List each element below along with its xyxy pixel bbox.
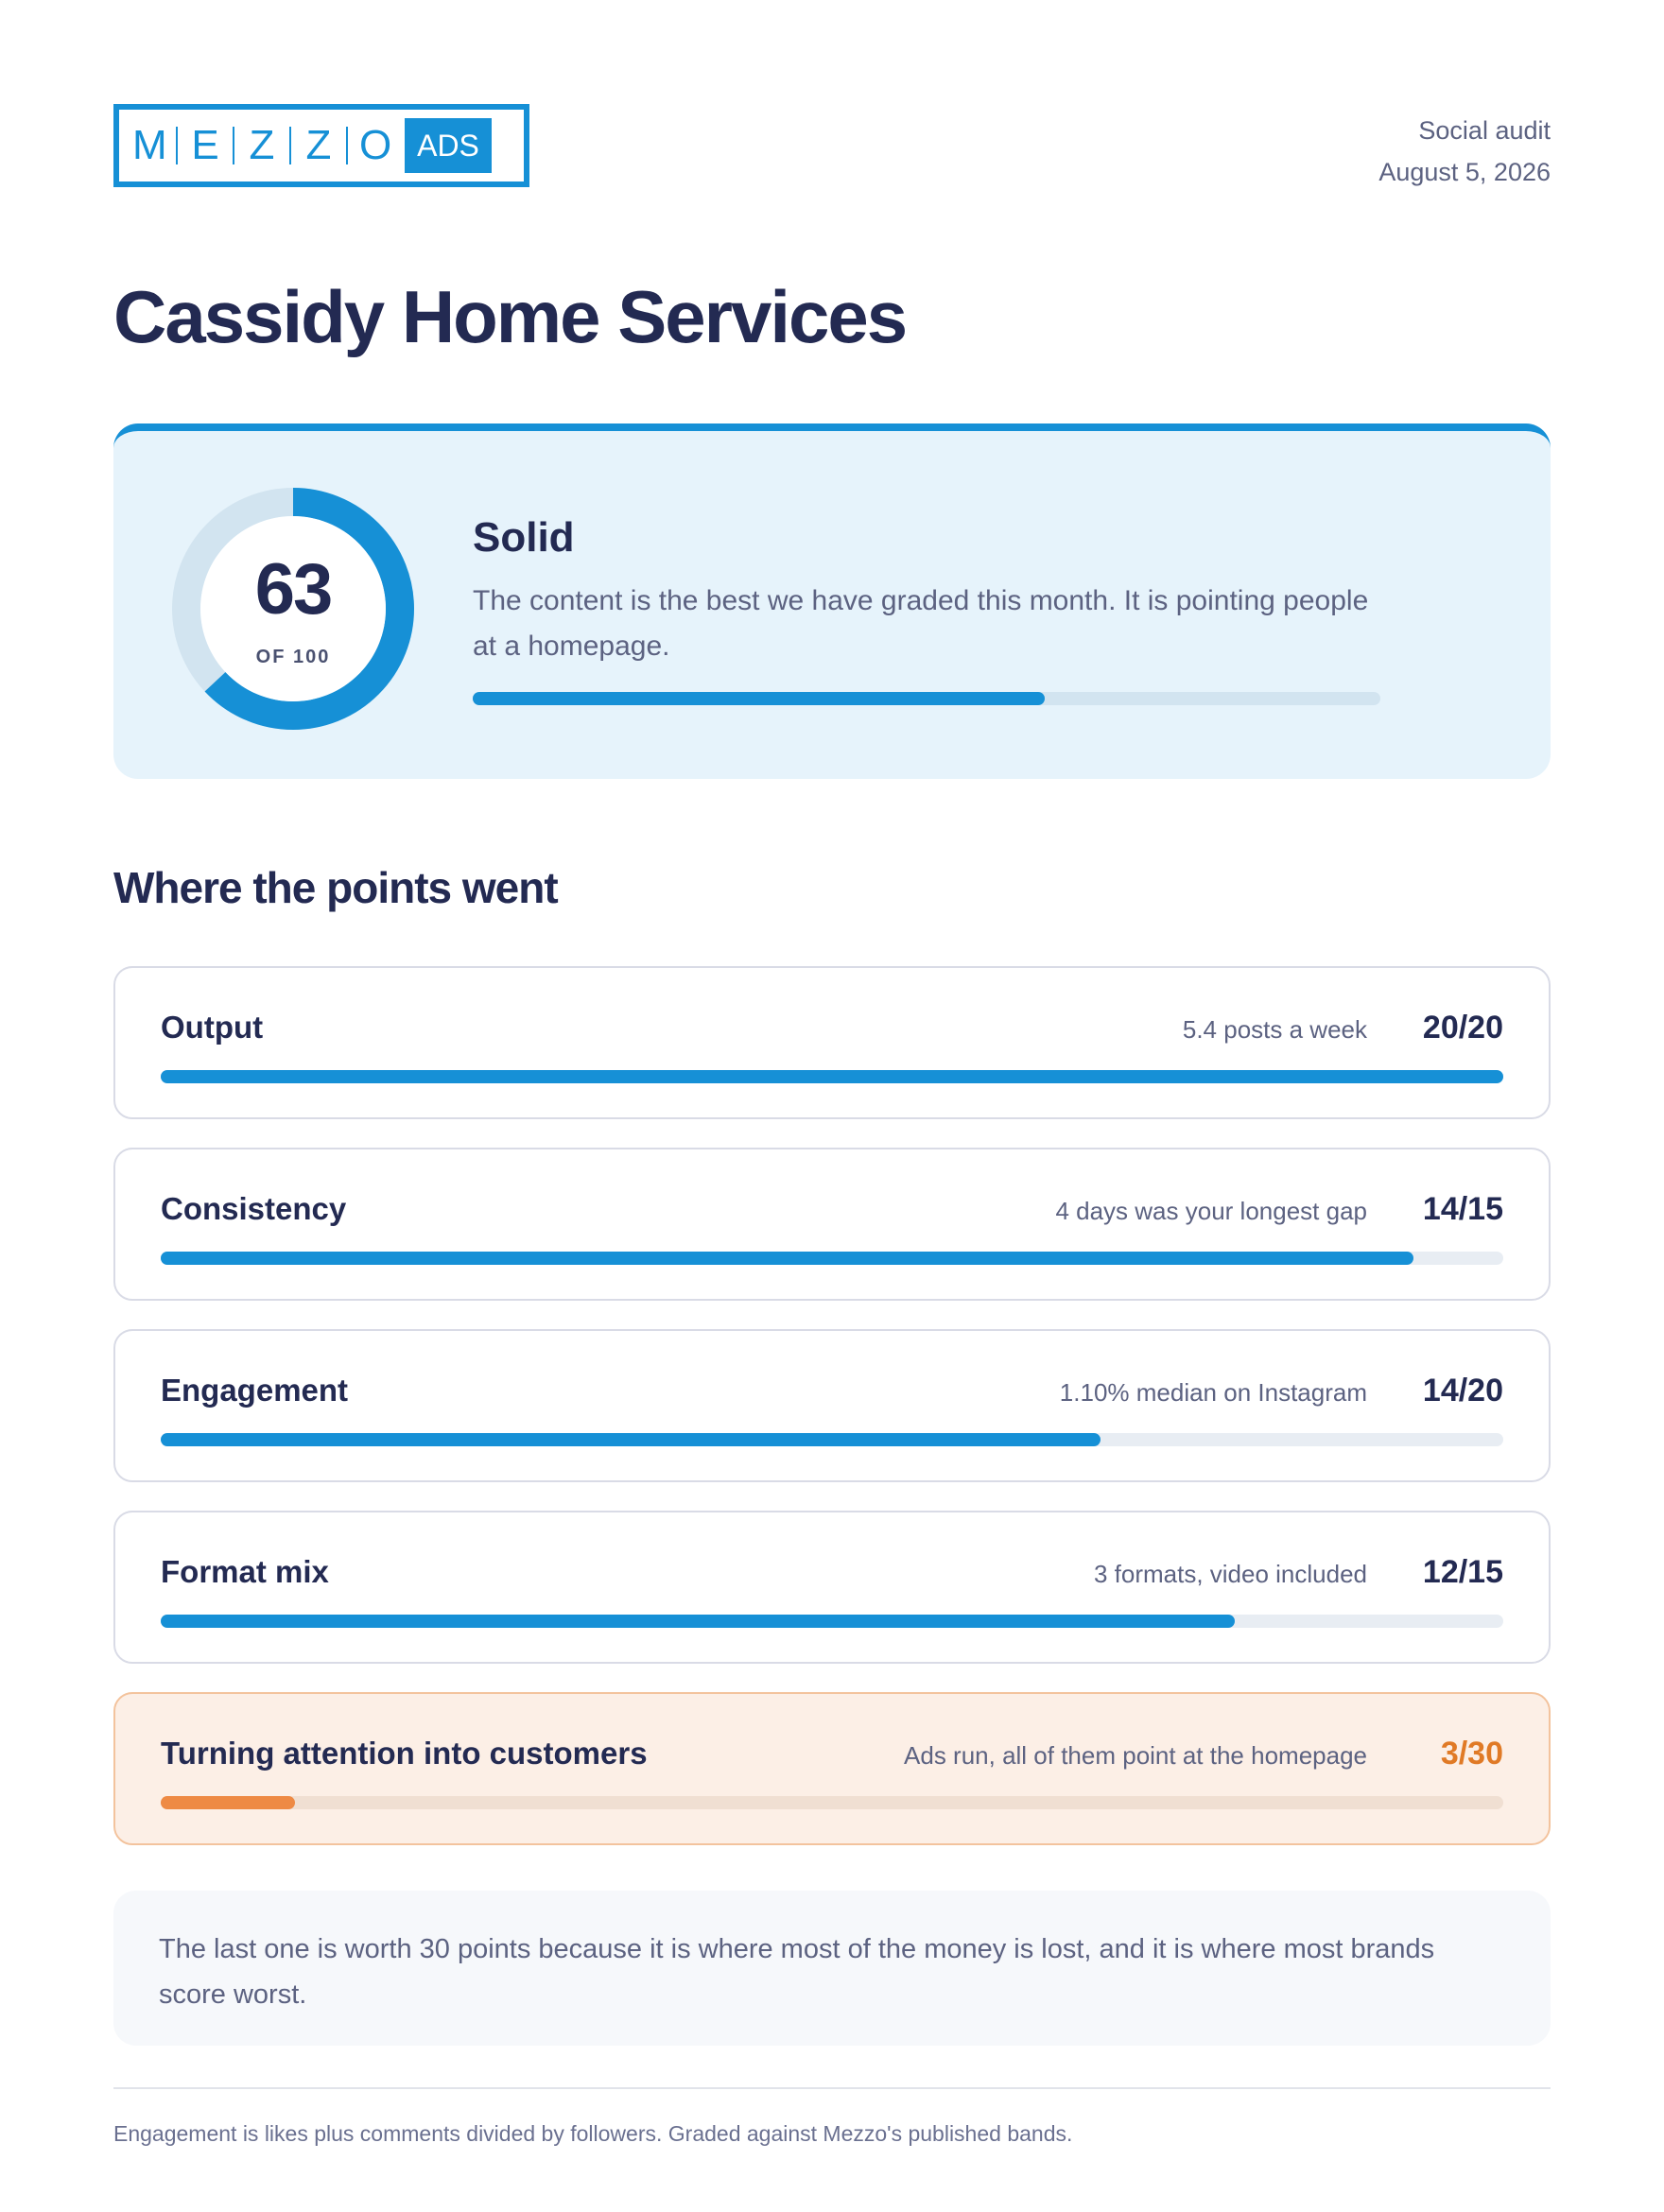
footer-note: Engagement is likes plus comments divide… bbox=[113, 2121, 1073, 2146]
score-value: 63 bbox=[254, 549, 334, 630]
category-bar-fill bbox=[161, 1615, 1235, 1628]
explanation-note: The last one is worth 30 points because … bbox=[113, 1891, 1551, 2046]
logo-letter: M bbox=[132, 122, 167, 168]
category-score: 14/15 bbox=[1422, 1191, 1503, 1227]
category-note: Ads run, all of them point at the homepa… bbox=[904, 1741, 1367, 1770]
overall-score-card: 63 OF 100 Solid The content is the best … bbox=[113, 423, 1551, 779]
overall-score-bar bbox=[473, 692, 1380, 705]
category-note: 5.4 posts a week bbox=[1182, 1015, 1367, 1044]
score-donut: 63 OF 100 bbox=[172, 488, 414, 730]
category-output: Output 5.4 posts a week 20/20 bbox=[113, 966, 1551, 1119]
overall-score-bar-fill bbox=[473, 692, 1045, 705]
category-name: Format mix bbox=[161, 1554, 329, 1589]
category-score: 3/30 bbox=[1440, 1736, 1503, 1771]
page-title: Cassidy Home Services bbox=[113, 275, 908, 358]
report-type: Social audit bbox=[1418, 116, 1551, 145]
logo-separator bbox=[176, 127, 178, 164]
score-donut-chart bbox=[172, 488, 414, 730]
category-format-mix: Format mix 3 formats, video included 12/… bbox=[113, 1511, 1551, 1664]
section-title: Where the points went bbox=[113, 863, 559, 912]
category-bar bbox=[161, 1433, 1503, 1446]
logo-wordmark: M E Z Z O bbox=[132, 122, 391, 169]
category-name: Consistency bbox=[161, 1191, 347, 1226]
category-bar bbox=[161, 1796, 1503, 1809]
category-engagement: Engagement 1.10% median on Instagram 14/… bbox=[113, 1329, 1551, 1482]
category-bar-fill bbox=[161, 1796, 295, 1809]
mezzio-ads-logo: M E Z Z O ADS bbox=[113, 104, 529, 187]
category-score: 14/20 bbox=[1422, 1373, 1503, 1408]
logo-letter: Z bbox=[305, 122, 332, 168]
category-note: 4 days was your longest gap bbox=[1055, 1197, 1367, 1225]
logo-letter: E bbox=[191, 122, 219, 168]
donut-fill-arc bbox=[172, 488, 414, 730]
category-name: Engagement bbox=[161, 1373, 349, 1408]
category-consistency: Consistency 4 days was your longest gap … bbox=[113, 1148, 1551, 1301]
category-name: Output bbox=[161, 1010, 264, 1045]
category-score: 12/15 bbox=[1422, 1554, 1503, 1590]
category-bar bbox=[161, 1252, 1503, 1265]
report-meta: Social audit August 5, 2026 bbox=[1378, 110, 1551, 193]
footer-divider bbox=[113, 2087, 1551, 2089]
category-bar bbox=[161, 1615, 1503, 1628]
category-bar-fill bbox=[161, 1070, 1503, 1083]
donut-center bbox=[200, 516, 386, 701]
logo-letter: O bbox=[359, 122, 392, 168]
logo-separator bbox=[233, 127, 234, 164]
logo-ads-badge: ADS bbox=[405, 118, 492, 173]
category-conversion: Turning attention into customers Ads run… bbox=[113, 1692, 1551, 1845]
report-date: August 5, 2026 bbox=[1378, 158, 1551, 186]
category-note: 1.10% median on Instagram bbox=[1059, 1378, 1367, 1407]
logo-separator bbox=[346, 127, 348, 164]
category-name: Turning attention into customers bbox=[161, 1736, 648, 1771]
logo-letter: Z bbox=[249, 122, 275, 168]
logo-separator bbox=[289, 127, 291, 164]
score-out-of: OF 100 bbox=[255, 647, 331, 667]
grade-label: Solid bbox=[473, 514, 575, 561]
category-note: 3 formats, video included bbox=[1093, 1560, 1367, 1588]
category-bar-fill bbox=[161, 1252, 1414, 1265]
category-score: 20/20 bbox=[1422, 1010, 1503, 1046]
category-bar-fill bbox=[161, 1433, 1101, 1446]
grade-description: The content is the best we have graded t… bbox=[473, 585, 1369, 662]
category-bar bbox=[161, 1070, 1503, 1083]
